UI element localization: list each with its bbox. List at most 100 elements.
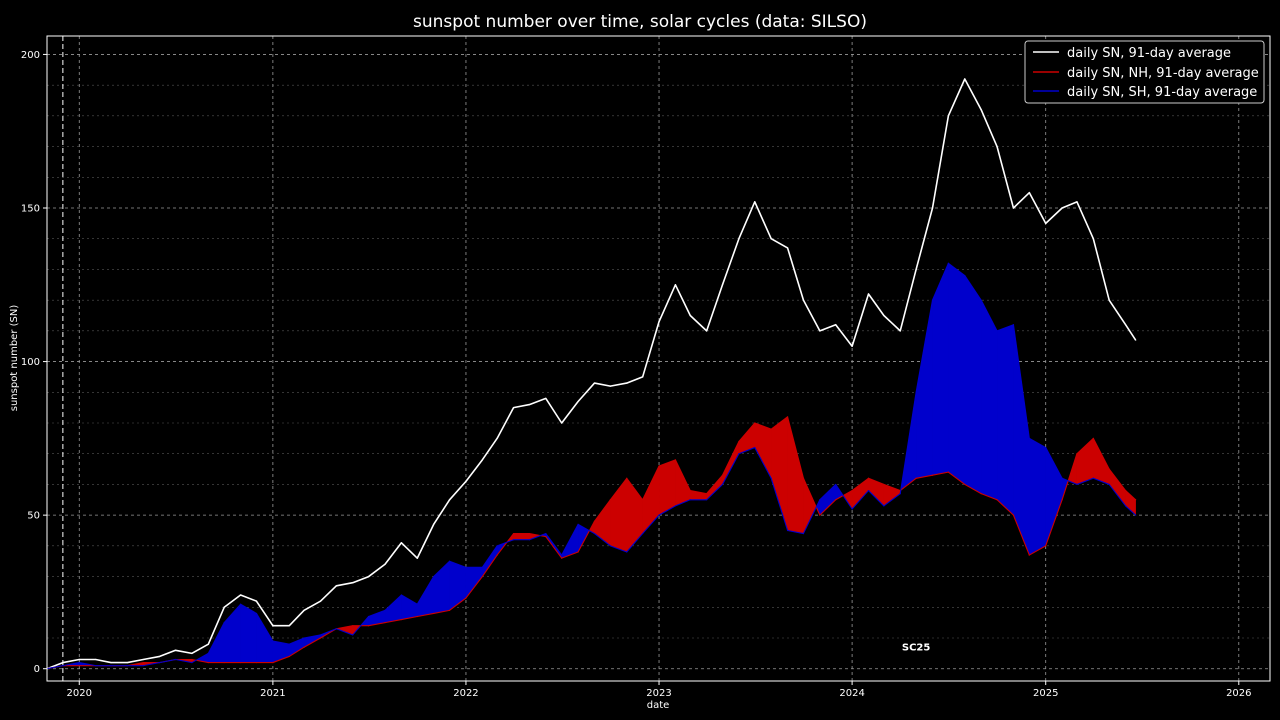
total-data-point <box>78 658 80 661</box>
total-data-point <box>867 293 870 295</box>
y-tick-label: 100 <box>21 357 40 368</box>
legend-box <box>1024 40 1265 104</box>
sh-data-point <box>142 665 144 667</box>
total-data-point <box>512 407 515 409</box>
sh-data-point <box>545 532 547 535</box>
total-data-point <box>159 655 161 658</box>
sh-data-point <box>947 262 949 264</box>
sh-data-point <box>335 628 337 630</box>
sh-data-point <box>867 489 870 492</box>
total-data-point <box>802 299 805 301</box>
total-data-point <box>577 400 579 403</box>
nh-data-point <box>1108 468 1110 470</box>
x-tick-label: 2023 <box>646 688 671 699</box>
total-data-point <box>721 284 724 286</box>
hemisphere-fill-segment <box>996 324 1014 516</box>
sh-data-point <box>689 499 691 501</box>
nh-data-point <box>240 661 242 664</box>
nh-data-point <box>802 477 805 479</box>
total-data-point <box>288 625 290 627</box>
nh-data-point <box>288 655 290 658</box>
nh-data-point <box>352 625 354 627</box>
legend: daily SN, 91-day average daily SN, NH, 9… <box>1024 40 1265 104</box>
total-data-point <box>481 459 483 461</box>
x-tick-label: 2025 <box>1033 688 1058 699</box>
total-data-point <box>1124 324 1127 326</box>
sh-data-point <box>721 483 724 486</box>
chart-title: sunspot number over time, solar cycles (… <box>413 12 867 32</box>
total-data-point <box>142 658 144 661</box>
sh-data-point <box>770 477 772 479</box>
total-data-point <box>609 385 611 387</box>
sh-data-point <box>980 299 982 301</box>
nh-data-point <box>915 477 917 479</box>
sh-data-point <box>159 661 161 664</box>
nh-data-point <box>980 493 982 495</box>
nh-data-point <box>819 514 821 516</box>
total-data-point <box>352 582 354 584</box>
sh-data-point <box>835 483 837 486</box>
sh-data-point <box>851 508 853 510</box>
sh-data-point <box>174 658 177 661</box>
total-data-point <box>754 201 756 203</box>
x-axis-label: date <box>647 700 670 711</box>
hemisphere-fill-segment <box>1029 437 1046 556</box>
y-tick-label: 150 <box>21 204 40 215</box>
total-data-point <box>931 207 934 209</box>
sh-data-point <box>1092 477 1094 479</box>
grid-layer <box>47 36 1270 681</box>
nh-data-point <box>142 661 144 664</box>
total-data-point <box>964 78 966 80</box>
nh-data-point <box>947 471 949 473</box>
sh-data-point <box>512 539 515 541</box>
nh-data-point <box>433 612 435 615</box>
nh-data-point <box>1045 545 1047 547</box>
total-data-point <box>545 397 547 400</box>
sh-data-point <box>1061 477 1063 479</box>
total-data-point <box>1092 238 1094 240</box>
sh-data-point <box>78 661 80 664</box>
sh-data-point <box>433 575 435 578</box>
total-data-point <box>528 403 531 406</box>
total-data-point <box>706 330 708 332</box>
total-data-point <box>883 314 885 317</box>
sh-data-point <box>528 539 531 541</box>
nh-data-point <box>561 557 563 559</box>
y-tick-label: 0 <box>34 664 40 675</box>
nh-data-point <box>207 661 209 664</box>
y-axis-label: sunspot number (SN) <box>9 305 20 412</box>
sh-data-point <box>207 652 209 654</box>
sh-data-point <box>915 391 917 393</box>
sh-data-point <box>577 523 579 525</box>
nh-data-point <box>303 646 305 648</box>
total-data-point <box>1135 339 1137 341</box>
total-data-point <box>207 643 209 645</box>
nh-data-point <box>528 532 531 535</box>
series-line-layer <box>46 78 1137 670</box>
sh-data-point <box>481 566 483 568</box>
total-data-point <box>786 247 789 249</box>
nh-data-point <box>738 440 740 443</box>
sh-data-point <box>754 446 756 449</box>
sh-data-point <box>288 643 290 645</box>
total-data-point <box>1045 222 1047 224</box>
sh-data-point <box>561 554 563 556</box>
total-data-point <box>335 585 337 587</box>
total-data-point <box>1028 192 1030 194</box>
sh-data-point <box>996 330 998 332</box>
nh-data-point <box>1061 499 1063 501</box>
total-data-point <box>126 661 129 664</box>
total-data-point <box>255 600 258 602</box>
nh-data-point <box>223 661 225 664</box>
nh-data-point <box>319 637 322 639</box>
legend-label-total: daily SN, 91-day average <box>1067 46 1231 61</box>
nh-data-point <box>1135 499 1137 501</box>
sh-data-point <box>658 514 660 516</box>
total-data-point <box>448 499 451 501</box>
nh-data-point <box>689 489 691 492</box>
nh-data-point <box>851 489 853 492</box>
sh-data-point <box>802 532 805 535</box>
x-tick-label: 2022 <box>453 688 478 699</box>
sh-data-point <box>223 622 225 624</box>
